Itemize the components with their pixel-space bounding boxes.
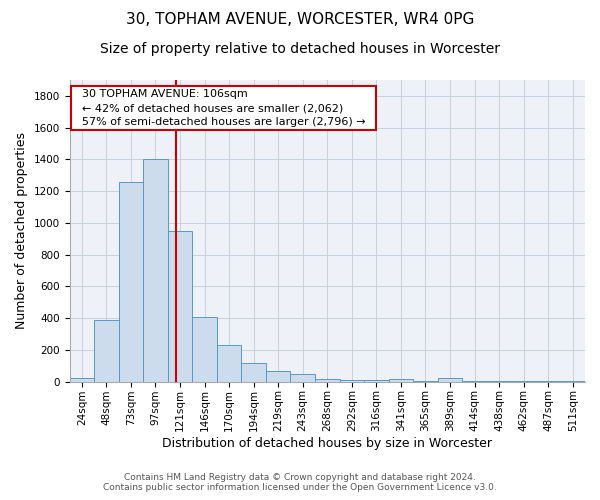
Bar bbox=[143, 160, 168, 382]
Bar bbox=[340, 380, 364, 382]
Bar bbox=[413, 381, 438, 382]
X-axis label: Distribution of detached houses by size in Worcester: Distribution of detached houses by size … bbox=[162, 437, 492, 450]
Bar bbox=[70, 378, 94, 382]
Text: Contains HM Land Registry data © Crown copyright and database right 2024.
Contai: Contains HM Land Registry data © Crown c… bbox=[103, 473, 497, 492]
Text: 30, TOPHAM AVENUE, WORCESTER, WR4 0PG: 30, TOPHAM AVENUE, WORCESTER, WR4 0PG bbox=[126, 12, 474, 28]
Bar bbox=[389, 380, 413, 382]
Bar bbox=[241, 364, 266, 382]
Bar bbox=[94, 320, 119, 382]
Text: 30 TOPHAM AVENUE: 106sqm  
  ← 42% of detached houses are smaller (2,062)  
  57: 30 TOPHAM AVENUE: 106sqm ← 42% of detach… bbox=[74, 89, 373, 127]
Bar bbox=[217, 346, 241, 382]
Bar bbox=[290, 374, 315, 382]
Bar bbox=[119, 182, 143, 382]
Bar bbox=[315, 378, 340, 382]
Bar bbox=[364, 380, 389, 382]
Bar bbox=[192, 316, 217, 382]
Bar bbox=[438, 378, 462, 382]
Y-axis label: Number of detached properties: Number of detached properties bbox=[15, 132, 28, 330]
Text: Size of property relative to detached houses in Worcester: Size of property relative to detached ho… bbox=[100, 42, 500, 56]
Bar bbox=[266, 372, 290, 382]
Bar bbox=[168, 231, 192, 382]
